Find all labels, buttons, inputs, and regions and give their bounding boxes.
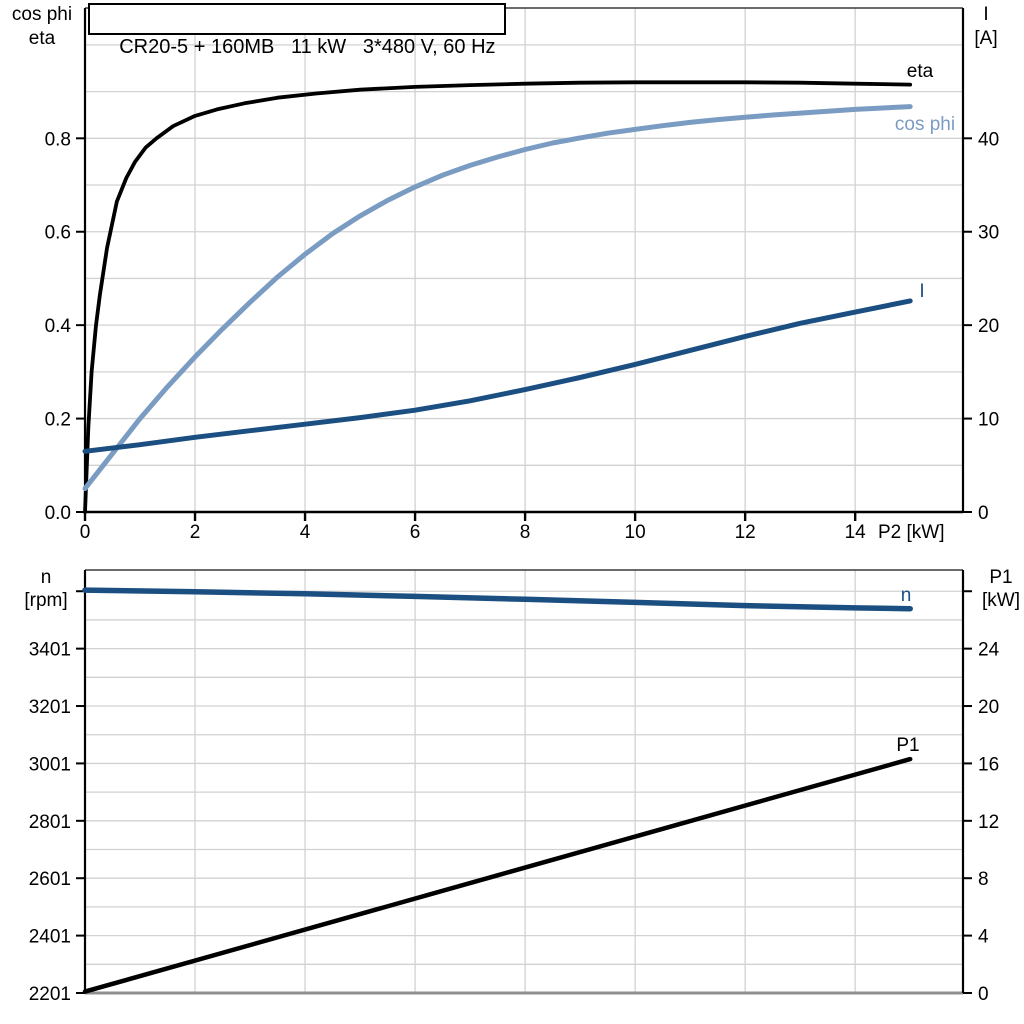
eta-curve-label: eta <box>907 61 934 82</box>
left-tick-label: 2801 <box>29 812 71 833</box>
x-tick-label: 8 <box>520 522 531 543</box>
eta-curve <box>83 80 913 514</box>
x-axis-label: P2 [kW] <box>878 522 945 543</box>
p1-curve-label: P1 <box>896 735 919 756</box>
right-tick-label: 4 <box>978 927 989 948</box>
x-tick-label: 0 <box>80 522 91 543</box>
left-axis-title: [rpm] <box>24 590 67 611</box>
right-axis-title: I <box>983 4 988 25</box>
speed-curve-label: n <box>901 585 912 606</box>
x-tick-label: 4 <box>300 522 311 543</box>
left-tick-label: 0.0 <box>45 503 71 524</box>
current-curve <box>82 298 913 454</box>
left-tick-label: 0.6 <box>45 223 71 244</box>
right-tick-label: 16 <box>978 754 999 775</box>
left-axis-title: n <box>41 567 52 588</box>
left-tick-label: 0.4 <box>45 316 72 337</box>
right-axis-title: [kW] <box>982 590 1020 611</box>
right-tick-label: 0 <box>978 503 989 524</box>
cos-phi-curve <box>82 104 913 492</box>
x-tick-label: 12 <box>735 522 756 543</box>
left-tick-label: 3201 <box>29 697 71 718</box>
left-axis-title: cos phi <box>12 4 72 25</box>
left-tick-label: 0.8 <box>45 129 71 150</box>
right-tick-label: 24 <box>978 640 1000 661</box>
right-tick-label: 40 <box>978 129 999 150</box>
right-tick-label: 10 <box>978 410 999 431</box>
p1-curve <box>82 756 913 994</box>
x-tick-label: 2 <box>190 522 201 543</box>
left-tick-label: 2601 <box>29 869 71 890</box>
left-tick-label: 0.2 <box>45 410 71 431</box>
left-tick-label: 3001 <box>29 754 71 775</box>
right-axis-title: P1 <box>989 567 1012 588</box>
left-tick-label: 2201 <box>29 984 71 1005</box>
current-curve-label: I <box>919 281 924 302</box>
cos-phi-curve-label: cos phi <box>895 114 955 135</box>
right-tick-label: 12 <box>978 812 999 833</box>
x-tick-label: 10 <box>625 522 646 543</box>
left-tick-label: 3401 <box>29 640 71 661</box>
right-tick-label: 30 <box>978 223 999 244</box>
right-tick-label: 8 <box>978 869 989 890</box>
left-axis-title: eta <box>29 28 56 49</box>
speed-curve <box>82 587 913 612</box>
x-tick-label: 6 <box>410 522 421 543</box>
chart-title-box: CR20-5 + 160MB 11 kW 3*480 V, 60 Hz <box>88 3 506 58</box>
right-axis-title: [A] <box>974 28 997 49</box>
right-tick-label: 0 <box>978 984 989 1005</box>
x-tick-label: 14 <box>845 522 867 543</box>
right-tick-label: 20 <box>978 316 999 337</box>
right-tick-label: 20 <box>978 697 999 718</box>
chart-title: CR20-5 + 160MB 11 kW 3*480 V, 60 Hz <box>119 36 496 58</box>
left-tick-label: 2401 <box>29 927 71 948</box>
